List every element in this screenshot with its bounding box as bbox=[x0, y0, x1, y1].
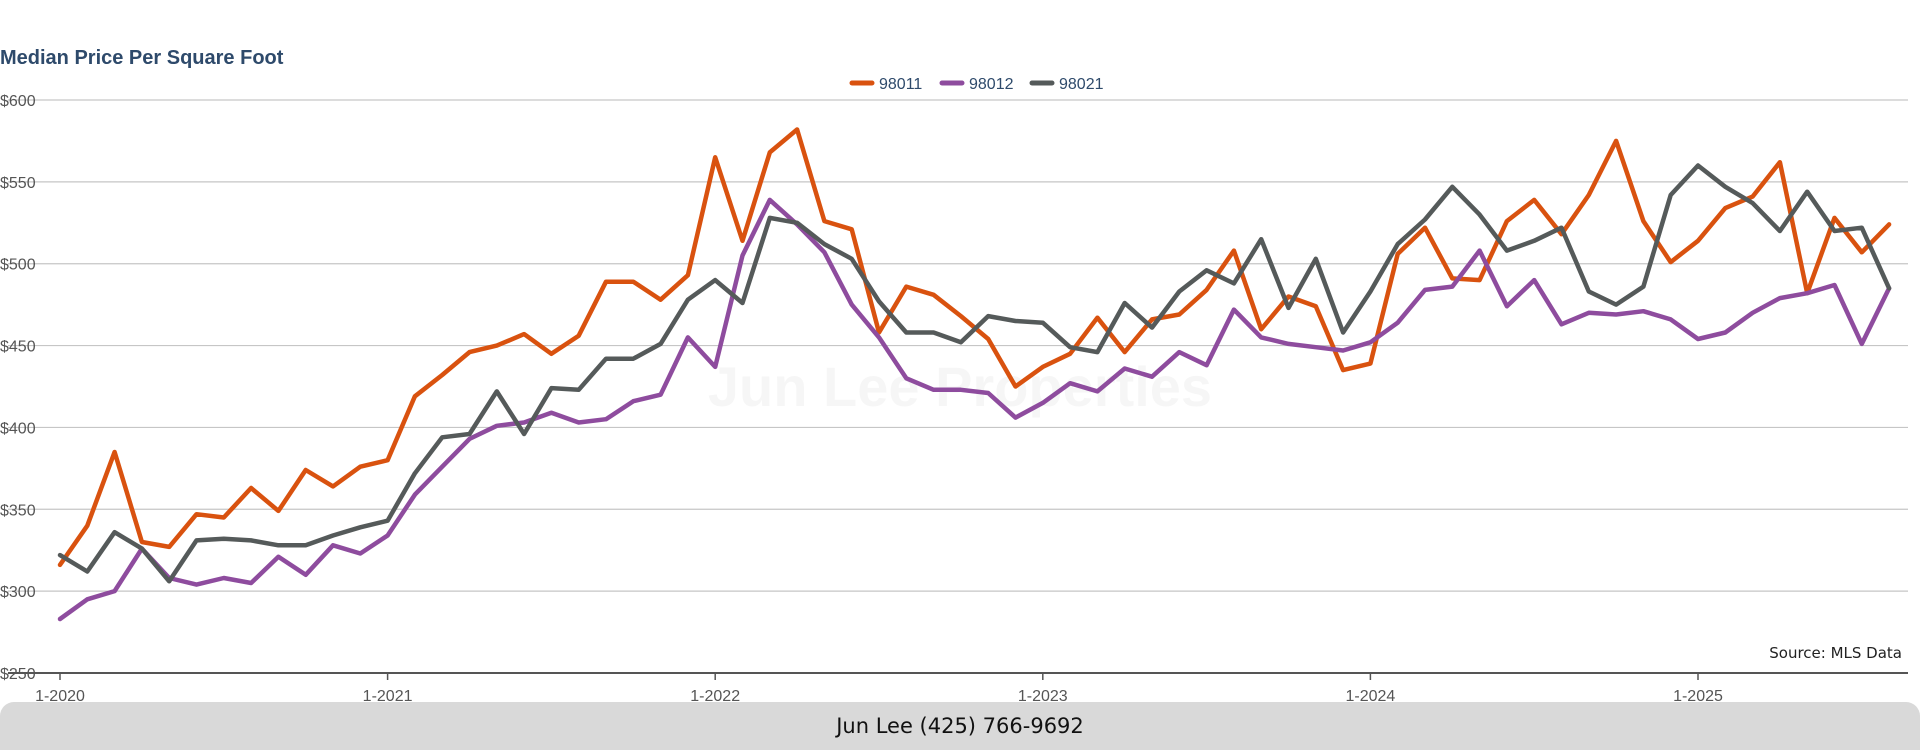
legend-label: 98011 bbox=[879, 76, 922, 93]
legend: 98011 98012 98021 bbox=[849, 76, 1104, 93]
y-tick-label: $250 bbox=[0, 666, 36, 683]
source-note: Source: MLS Data bbox=[1769, 644, 1902, 662]
price-per-sqft-chart: Jun Lee Properties Median Price Per Squa… bbox=[0, 47, 1908, 702]
y-axis: $250 $300 $350 $400 $450 $500 $550 $600 bbox=[0, 93, 36, 683]
series-line-98012 bbox=[57, 197, 1892, 622]
x-tick-label: 1-2022 bbox=[690, 688, 740, 702]
y-tick-label: $350 bbox=[0, 502, 36, 519]
y-tick-label: $500 bbox=[0, 257, 36, 274]
x-tick-label: 1-2025 bbox=[1673, 688, 1723, 702]
y-tick-label: $300 bbox=[0, 584, 36, 601]
watermark-text: Jun Lee Properties bbox=[708, 355, 1212, 418]
x-tick-label: 1-2020 bbox=[35, 688, 85, 702]
legend-label: 98021 bbox=[1059, 76, 1104, 93]
legend-item-98011: 98011 bbox=[849, 76, 922, 93]
y-tick-label: $600 bbox=[0, 93, 36, 110]
x-tick-label: 1-2021 bbox=[363, 688, 413, 702]
y-tick-label: $400 bbox=[0, 420, 36, 437]
footer-contact: Jun Lee (425) 766-9692 bbox=[836, 714, 1084, 738]
series-lines bbox=[57, 127, 1892, 622]
grid-lines bbox=[8, 99, 1908, 592]
series-line-98021 bbox=[57, 163, 1892, 584]
series-line-98011 bbox=[57, 127, 1892, 568]
chart-title: Median Price Per Square Foot bbox=[0, 47, 284, 69]
y-tick-label: $450 bbox=[0, 339, 36, 356]
x-axis: 1-2020 1-2021 1-2022 1-2023 1-2024 1-2025 bbox=[8, 672, 1908, 702]
legend-label: 98012 bbox=[969, 76, 1014, 93]
y-tick-label: $550 bbox=[0, 175, 36, 192]
legend-item-98021: 98021 bbox=[1029, 76, 1104, 93]
x-tick-label: 1-2024 bbox=[1345, 688, 1395, 702]
footer-bar: Jun Lee (425) 766-9692 bbox=[0, 702, 1920, 750]
legend-item-98012: 98012 bbox=[939, 76, 1014, 93]
x-tick-label: 1-2023 bbox=[1018, 688, 1068, 702]
